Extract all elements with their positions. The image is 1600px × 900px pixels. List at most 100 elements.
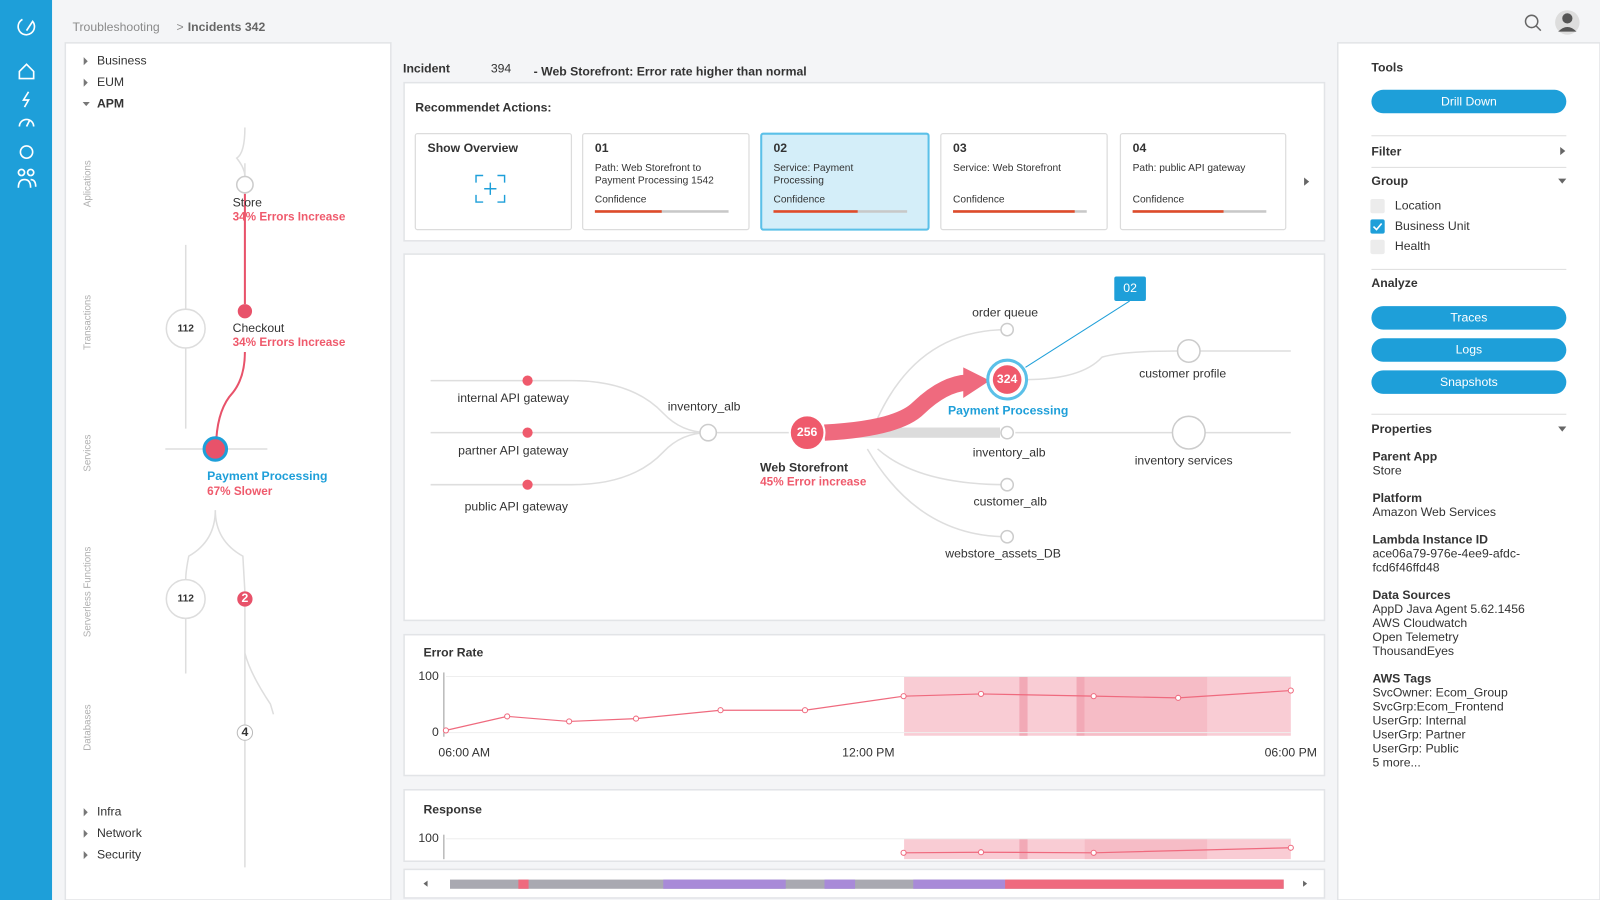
tree-expand[interactable] bbox=[83, 808, 88, 817]
flow-node[interactable] bbox=[202, 436, 229, 462]
flow-node[interactable] bbox=[237, 304, 253, 319]
tree-expand[interactable] bbox=[83, 78, 88, 87]
property-value: AWS Cloudwatch bbox=[1372, 616, 1467, 630]
topology-node[interactable] bbox=[699, 423, 718, 442]
property-value: ace06a79-976e-4ee9-afdc- bbox=[1372, 546, 1520, 560]
group-options: Location Business Unit Health bbox=[1370, 198, 1470, 255]
topology: internal API gateway partner API gateway p… bbox=[457, 305, 1232, 560]
tree-expand[interactable] bbox=[83, 851, 88, 860]
nav-users[interactable] bbox=[17, 168, 37, 188]
logo[interactable] bbox=[17, 18, 36, 36]
node-label: customer_alb bbox=[973, 494, 1047, 508]
analyze-button[interactable] bbox=[1371, 306, 1567, 330]
avatar[interactable] bbox=[1555, 10, 1580, 35]
collapse-arrow[interactable] bbox=[1558, 178, 1567, 184]
analyze-button[interactable] bbox=[1371, 338, 1567, 362]
count-badge[interactable] bbox=[237, 591, 253, 607]
property-value: Store bbox=[1372, 463, 1401, 477]
property-value: AppD Java Agent 5.62.1456 bbox=[1372, 602, 1525, 616]
count-label: 112 bbox=[177, 594, 194, 605]
topology-node[interactable] bbox=[1176, 339, 1201, 364]
topology-node[interactable] bbox=[1000, 425, 1015, 440]
topology-node[interactable] bbox=[1000, 477, 1015, 492]
card-title: Show Overview bbox=[428, 141, 519, 155]
topology-node[interactable] bbox=[1171, 415, 1206, 450]
action-card[interactable] bbox=[940, 133, 1108, 231]
series-point bbox=[442, 727, 449, 734]
tree-expand[interactable] bbox=[83, 57, 88, 66]
topology-node[interactable] bbox=[1000, 322, 1015, 337]
topology-node[interactable] bbox=[788, 414, 826, 452]
section-title[interactable]: Properties bbox=[1371, 422, 1432, 436]
card-text: Service: Payment bbox=[773, 163, 853, 174]
topology-node[interactable] bbox=[992, 365, 1022, 394]
topology-node[interactable] bbox=[522, 375, 533, 386]
checkbox[interactable] bbox=[1370, 219, 1385, 234]
option-label[interactable]: Health bbox=[1395, 239, 1431, 253]
lane-label: Serverless Functions bbox=[82, 546, 93, 637]
tree-item[interactable]: Network bbox=[97, 826, 143, 840]
topology-node[interactable] bbox=[1000, 529, 1015, 544]
node-label: customer profile bbox=[1139, 367, 1226, 381]
property-label: Lambda Instance ID bbox=[1372, 532, 1488, 546]
card-text: Path: public API gateway bbox=[1133, 163, 1247, 174]
button-label: Snapshots bbox=[1440, 375, 1498, 389]
callout[interactable] bbox=[1114, 276, 1146, 302]
tree-collapse[interactable] bbox=[82, 102, 90, 107]
property-value: UserGrp: Internal bbox=[1372, 713, 1466, 727]
nav-dashboards[interactable] bbox=[18, 118, 35, 127]
topology-node[interactable] bbox=[522, 427, 533, 438]
analyze-button[interactable] bbox=[1371, 370, 1567, 394]
confidence-label: Confidence bbox=[1133, 195, 1185, 206]
node-label: inventory_alb bbox=[973, 445, 1046, 459]
overview-icon[interactable] bbox=[475, 174, 506, 203]
count-badge[interactable] bbox=[236, 724, 254, 741]
tree-item[interactable]: Infra bbox=[97, 804, 122, 818]
flow-status: 67% Slower bbox=[207, 485, 273, 498]
tree-item[interactable]: Security bbox=[97, 847, 142, 861]
expand-arrow[interactable] bbox=[1560, 146, 1566, 156]
timeline-scrollbar[interactable] bbox=[423, 879, 1308, 889]
tree-item[interactable]: EUM bbox=[97, 75, 124, 89]
sidebar bbox=[0, 0, 53, 900]
series-point bbox=[1175, 694, 1182, 701]
section-title[interactable]: Filter bbox=[1371, 144, 1401, 158]
topology-node[interactable] bbox=[522, 479, 533, 490]
node-label: public API gateway bbox=[465, 499, 569, 513]
series-point bbox=[1287, 687, 1294, 694]
collapse-arrow[interactable] bbox=[1558, 426, 1567, 432]
next-arrow[interactable] bbox=[1304, 177, 1310, 186]
property-value: fcd6f46ffd48 bbox=[1372, 560, 1439, 574]
action-card[interactable] bbox=[414, 133, 573, 231]
flow-label: Store bbox=[233, 195, 262, 209]
count-badge[interactable] bbox=[165, 308, 206, 349]
card-text: Processing bbox=[773, 175, 824, 186]
flow-node[interactable] bbox=[235, 175, 254, 194]
breadcrumb-parent[interactable]: Troubleshooting bbox=[72, 20, 159, 34]
search-icon[interactable] bbox=[1524, 14, 1542, 32]
nav-events[interactable] bbox=[21, 91, 30, 108]
confidence-bar bbox=[773, 210, 858, 213]
tree-item[interactable]: APM bbox=[97, 96, 124, 110]
action-card[interactable] bbox=[760, 132, 930, 231]
lanes: Aplications Transactions Services Serverles… bbox=[82, 160, 93, 751]
drill-down-button[interactable] bbox=[1371, 89, 1567, 114]
property-label: Data Sources bbox=[1372, 588, 1450, 602]
action-card[interactable] bbox=[582, 133, 750, 231]
tree-expand[interactable] bbox=[83, 829, 88, 838]
checkbox[interactable] bbox=[1370, 239, 1385, 255]
nav-home[interactable] bbox=[18, 63, 35, 80]
series-point bbox=[977, 849, 985, 856]
option-label[interactable]: Business Unit bbox=[1395, 219, 1470, 233]
flow-status: 34% Errors Increase bbox=[233, 336, 346, 349]
option-label[interactable]: Location bbox=[1395, 198, 1441, 212]
property-label: AWS Tags bbox=[1372, 671, 1431, 685]
count-badge[interactable] bbox=[165, 578, 206, 620]
action-card[interactable] bbox=[1119, 133, 1287, 231]
actions-heading: Recommendet Actions: bbox=[415, 100, 551, 114]
checkbox[interactable] bbox=[1370, 198, 1385, 214]
tree-item[interactable]: Business bbox=[97, 53, 147, 67]
nav-settings[interactable] bbox=[19, 145, 34, 159]
section-title[interactable]: Group bbox=[1371, 174, 1408, 188]
